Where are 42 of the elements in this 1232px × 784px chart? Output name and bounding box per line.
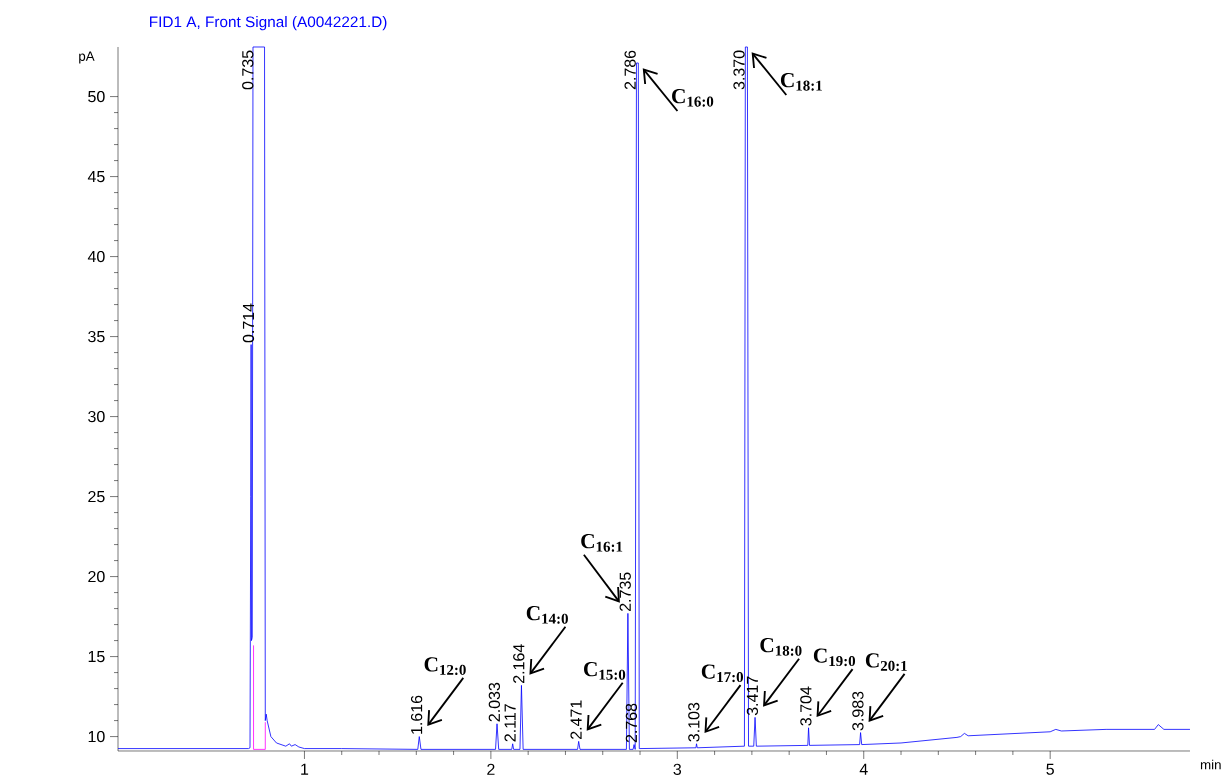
y-tick-label: 20 xyxy=(88,570,105,583)
annotation: C$_{14:0}$ xyxy=(526,606,568,624)
annotation: C$_{19:0}$ xyxy=(813,648,856,667)
annotation: C$_{16:0}$ xyxy=(672,88,714,107)
annotation: C$_{18:0}$ xyxy=(760,638,802,656)
annotation: 0.735 xyxy=(242,50,254,90)
annotation: 1.616 xyxy=(410,695,423,734)
chart-title: FID1 A, Front Signal (A0042221.D) xyxy=(150,15,387,31)
y-tick-label: 50 xyxy=(88,90,105,103)
x-tick-label: 4 xyxy=(859,763,868,775)
annotation: 3.417 xyxy=(746,676,759,716)
annotation: 2.117 xyxy=(504,704,516,742)
y-tick-label: 25 xyxy=(88,490,105,503)
y-tick-label: 15 xyxy=(88,651,105,663)
y-tick-label: 40 xyxy=(87,250,105,263)
annotation: C$_{17:0}$ xyxy=(701,664,744,683)
annotation: C$_{20:1}$ xyxy=(865,653,907,671)
annotation: 3.103 xyxy=(688,702,700,742)
annotation: C$_{12:0}$ xyxy=(424,657,466,675)
annotation: 0.714 xyxy=(242,303,255,343)
annotation: C$_{16:1}$ xyxy=(581,534,623,552)
annotation: 2.164 xyxy=(513,644,525,683)
x-tick-label: 1 xyxy=(301,763,309,775)
annotation: 2.786 xyxy=(624,50,636,90)
annotation: 2.768 xyxy=(625,703,638,743)
x-tick-label: 5 xyxy=(1046,763,1054,775)
annotation: 2.735 xyxy=(619,572,631,611)
annotation: C$_{18:1}$ xyxy=(780,72,822,91)
y-tick-label: 10 xyxy=(88,730,105,743)
y-tick-label: 45 xyxy=(87,171,105,183)
annotation: C$_{15:0}$ xyxy=(584,662,626,680)
x-tick-label: 2 xyxy=(487,763,495,775)
annotation: 2.033 xyxy=(488,682,501,722)
x-axis-title: min xyxy=(1200,759,1221,770)
y-tick-label: 30 xyxy=(88,410,105,423)
x-tick-label: 3 xyxy=(673,763,682,776)
y-axis-title: pA xyxy=(79,51,95,64)
annotation: 3.370 xyxy=(733,50,745,90)
y-tick-label: 35 xyxy=(88,330,105,343)
annotation: 2.471 xyxy=(570,700,582,739)
annotation: 3.704 xyxy=(800,686,812,726)
annotation: 3.983 xyxy=(852,691,864,731)
